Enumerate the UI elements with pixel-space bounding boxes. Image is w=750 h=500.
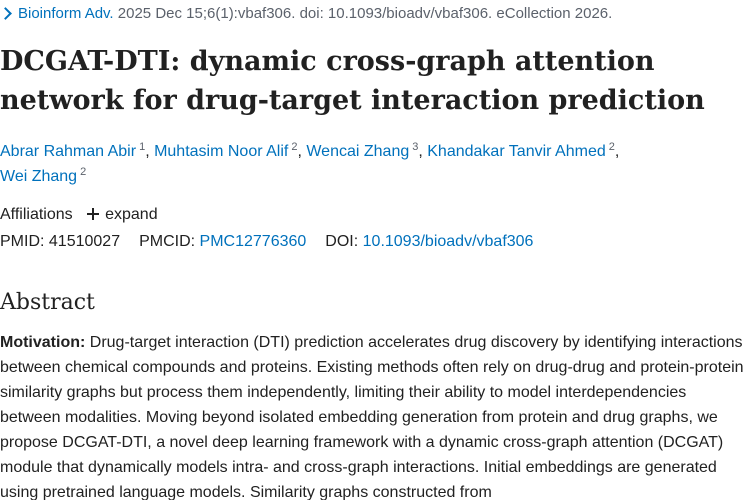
doi-link[interactable]: 10.1093/bioadv/vbaf306 <box>362 233 534 250</box>
motivation-text: Drug-target interaction (DTI) prediction… <box>0 334 744 500</box>
affiliation-ref[interactable]: 2 <box>608 141 615 153</box>
author-link[interactable]: Abrar Rahman Abir <box>0 143 137 160</box>
motivation-label: Motivation: <box>0 334 86 351</box>
abstract-body: Motivation: Drug-target interaction (DTI… <box>0 330 748 500</box>
pmid-label: PMID: <box>0 233 45 250</box>
author-link[interactable]: Wei Zhang <box>0 168 78 185</box>
affiliations-label: Affiliations <box>0 206 73 223</box>
abstract-paragraph: Motivation: Drug-target interaction (DTI… <box>0 330 748 500</box>
affiliations-row: Affiliations expand <box>0 204 158 226</box>
affiliations-expand-button[interactable]: expand <box>87 206 158 223</box>
expand-label: expand <box>105 206 158 223</box>
affiliation-ref[interactable]: 2 <box>291 141 298 153</box>
author-link[interactable]: Wencai Zhang <box>306 143 410 160</box>
abstract-heading: Abstract <box>0 290 95 315</box>
plus-icon <box>87 208 100 220</box>
citation-details: 2025 Dec 15;6(1):vbaf306. doi: 10.1093/b… <box>117 5 613 22</box>
author-link[interactable]: Muhtasim Noor Alif <box>154 143 289 160</box>
authors-list: Abrar Rahman Abir 1, Muhtasim Noor Alif 2,… <box>0 141 620 186</box>
pmcid-label: PMCID: <box>139 233 196 250</box>
affiliation-ref[interactable]: 1 <box>139 141 146 153</box>
author-link[interactable]: Khandakar Tanvir Ahmed <box>427 143 606 160</box>
citation-line: Bioinform Adv. 2025 Dec 15;6(1):vbaf306.… <box>0 4 612 24</box>
pmcid-link[interactable]: PMC12776360 <box>199 233 307 250</box>
journal-link[interactable]: Bioinform Adv. <box>18 5 114 22</box>
pmid-value: 41510027 <box>48 233 121 250</box>
chevron-right-icon[interactable] <box>0 7 12 20</box>
doi-label: DOI: <box>325 233 359 250</box>
article-title: DCGAT-DTI: dynamic cross-graph attention… <box>0 46 705 116</box>
affiliation-ref[interactable]: 3 <box>412 141 419 153</box>
affiliation-ref[interactable]: 2 <box>80 166 87 178</box>
identifiers-row: PMID: 41510027 PMCID: PMC12776360 DOI: 10.… <box>0 231 533 253</box>
